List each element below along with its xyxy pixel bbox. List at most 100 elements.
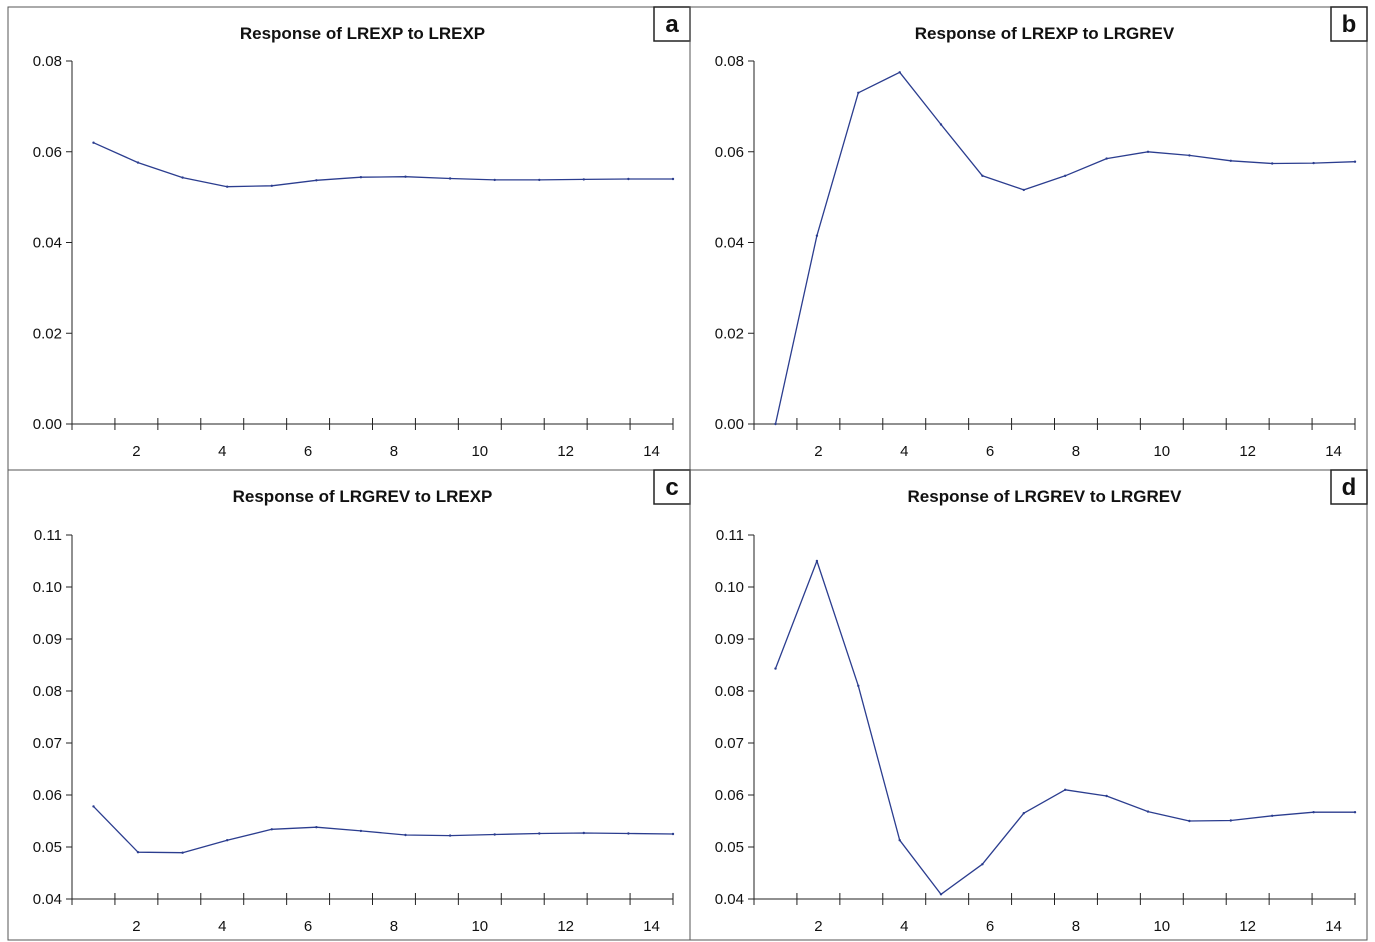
y-tick-label: 0.06 — [715, 787, 744, 804]
data-point — [538, 178, 541, 182]
chart-title: Response of LRGREV to LRGREV — [908, 487, 1183, 506]
data-point — [1353, 811, 1357, 814]
y-tick-label: 0.04 — [33, 235, 62, 252]
panel-label-box — [1330, 469, 1368, 505]
data-point — [1146, 810, 1150, 813]
y-tick-label: 0.04 — [715, 235, 744, 252]
chart-panel-c: c Response of LRGREV to LREXP 0.04 0.05 0.06… — [7, 469, 691, 941]
data-point — [404, 175, 407, 178]
data-point — [404, 833, 407, 837]
data-point — [92, 805, 95, 808]
x-tick-label: 12 — [557, 918, 574, 935]
panel-border — [7, 469, 691, 941]
data-point — [92, 141, 95, 144]
x-tick-label: 10 — [1153, 443, 1170, 460]
y-tick-label: 0.10 — [33, 579, 62, 596]
data-point — [671, 832, 675, 836]
data-point — [315, 826, 318, 829]
chart-panel-b: b Response of LREXP to LRGREV 0.00 0.02 0.04… — [689, 6, 1368, 471]
x-tick-label: 14 — [1325, 918, 1342, 935]
series-line — [774, 560, 1355, 895]
data-point — [981, 174, 984, 177]
panel-border — [7, 6, 691, 471]
panel-label: d — [1342, 474, 1357, 501]
data-point — [1022, 812, 1025, 815]
x-tick-label: 10 — [471, 443, 488, 460]
panel-label: c — [665, 474, 678, 501]
x-tick-label: 14 — [643, 443, 660, 460]
x-tick-label: 12 — [1239, 443, 1256, 460]
data-point — [857, 91, 860, 95]
data-point — [582, 831, 585, 835]
y-tick-label: 0.11 — [716, 527, 744, 544]
data-point — [493, 833, 496, 836]
data-point — [627, 177, 630, 181]
data-point — [815, 234, 819, 237]
x-tick-label: 4 — [218, 443, 226, 460]
y-tick-label: 0.07 — [33, 735, 62, 752]
data-point — [1022, 188, 1025, 192]
data-point — [1064, 788, 1067, 791]
x-tick-label: 2 — [132, 443, 140, 460]
series-line — [774, 71, 1356, 425]
x-tick-label: 8 — [390, 443, 398, 460]
data-point — [136, 161, 140, 164]
y-tick-label: 0.02 — [715, 325, 744, 342]
data-point — [939, 893, 943, 896]
chart-title: Response of LRGREV to LREXP — [233, 487, 493, 506]
panel-border — [689, 469, 1368, 941]
x-tick-label: 2 — [814, 918, 822, 935]
panel-label: b — [1342, 11, 1357, 38]
data-point — [1188, 819, 1191, 823]
y-tick-label: 0.04 — [33, 891, 62, 908]
x-tick-label: 2 — [132, 918, 140, 935]
data-point — [226, 185, 229, 188]
x-tick-label: 4 — [218, 918, 226, 935]
y-tick-label: 0.06 — [715, 144, 744, 161]
x-tick-label: 14 — [643, 918, 660, 935]
data-point — [270, 828, 273, 831]
y-tick-label: 0.04 — [715, 891, 744, 908]
x-tick-label: 8 — [1072, 918, 1080, 935]
x-tick-label: 10 — [1153, 918, 1170, 935]
panel-border — [689, 6, 1368, 471]
data-point — [898, 839, 901, 842]
y-tick-label: 0.09 — [715, 631, 744, 648]
data-point — [1188, 154, 1191, 157]
series-line — [93, 805, 674, 854]
data-point — [1353, 160, 1357, 163]
data-point — [538, 832, 541, 835]
data-point — [226, 839, 229, 842]
data-point — [1229, 159, 1233, 162]
x-tick-label: 6 — [304, 918, 312, 935]
panel-label: a — [665, 11, 679, 38]
y-tick-label: 0.09 — [33, 631, 62, 648]
y-tick-label: 0.11 — [34, 527, 62, 544]
y-tick-label: 0.08 — [33, 53, 62, 70]
chart-title: Response of LREXP to LRGREV — [915, 24, 1175, 43]
y-tick-label: 0.06 — [33, 144, 62, 161]
y-tick-label: 0.08 — [715, 683, 744, 700]
data-point — [448, 834, 452, 837]
data-point — [270, 184, 273, 187]
data-point — [1105, 794, 1108, 798]
x-tick-label: 12 — [1239, 918, 1256, 935]
data-point — [1312, 161, 1315, 165]
chart-panel-d: d Response of LRGREV to LRGREV 0.04 0.05 0.0… — [689, 469, 1368, 941]
data-point — [493, 178, 496, 182]
series-line — [93, 142, 673, 188]
x-tick-label: 12 — [557, 443, 574, 460]
data-point — [1271, 814, 1274, 817]
data-point — [1105, 157, 1108, 160]
x-tick-label: 8 — [390, 918, 398, 935]
x-tick-label: 4 — [900, 918, 908, 935]
data-point — [1229, 819, 1233, 822]
y-tick-label: 0.10 — [715, 579, 744, 596]
y-tick-label: 0.05 — [715, 839, 744, 856]
chart-panel-a: a Response of LREXP to LREXP 0.00 0.02 0.04 0… — [7, 6, 691, 471]
data-point — [671, 177, 675, 181]
x-tick-label: 6 — [986, 443, 994, 460]
data-point — [181, 851, 184, 854]
y-tick-label: 0.00 — [33, 416, 62, 433]
